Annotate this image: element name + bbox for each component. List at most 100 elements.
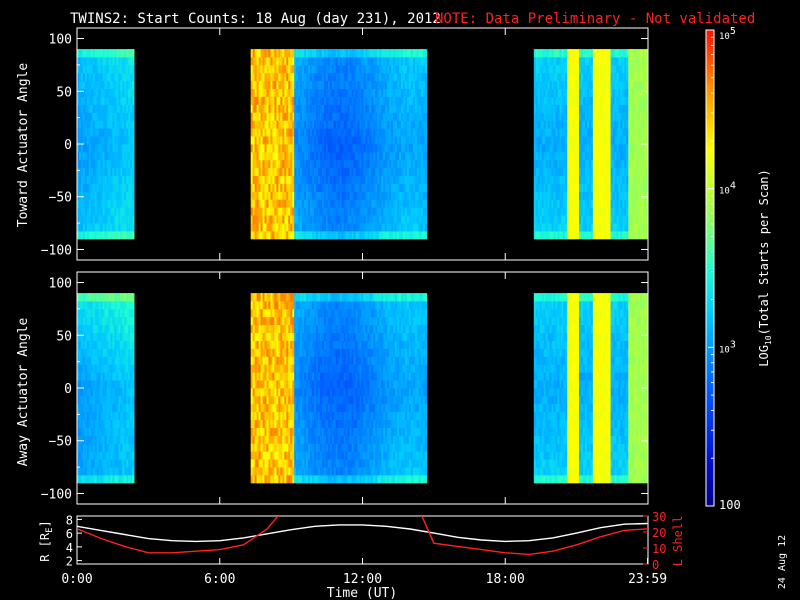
away-heatmap-cell [130,388,133,397]
toward-heatmap-cell [108,64,111,74]
toward-heatmap-cell [361,128,364,137]
toward-heatmap-cell [296,144,299,153]
toward-heatmap-cell [321,80,325,90]
away-heatmap-cell [106,380,109,389]
toward-heatmap-cell [383,104,386,113]
toward-heatmap-cell [573,191,576,200]
toward-heatmap-cell [401,159,404,169]
toward-heatmap-cell [100,223,103,232]
toward-heatmap-cell [355,49,358,58]
toward-heatmap-cell [371,151,374,161]
toward-heatmap-cell [424,120,428,129]
away-heatmap-cell [96,427,100,436]
toward-heatmap-cell [547,88,550,97]
toward-heatmap-cell [404,88,408,97]
toward-heatmap-cell [357,175,360,184]
toward-heatmap-cell [315,49,319,58]
away-heatmap-cell [120,411,123,421]
away-heatmap-cell [84,340,88,349]
toward-heatmap-cell [602,72,606,82]
toward-heatmap-cell [563,49,566,58]
toward-heatmap-cell [126,104,129,113]
toward-heatmap-cell [327,88,331,97]
toward-heatmap-cell [391,151,394,161]
toward-heatmap-cell [86,96,90,105]
toward-heatmap-cell [630,159,633,169]
toward-heatmap-cell [300,159,303,169]
toward-heatmap-cell [122,175,125,184]
toward-heatmap-cell [371,159,374,169]
away-heatmap-cell [122,308,125,318]
toward-heatmap-cell [565,136,568,145]
toward-heatmap-cell [620,223,623,232]
toward-heatmap-cell [408,151,412,161]
toward-heatmap-cell [616,199,619,208]
toward-heatmap-cell [592,88,596,97]
toward-heatmap-cell [98,88,102,97]
toward-heatmap-cell [262,144,265,153]
away-heatmap-cell [90,451,94,460]
toward-heatmap-cell [306,159,309,169]
toward-heatmap-cell [321,88,325,97]
toward-heatmap-cell [126,57,129,66]
toward-heatmap-cell [543,88,547,97]
toward-heatmap-cell [385,144,388,153]
toward-heatmap-cell [260,80,263,90]
toward-heatmap-cell [278,80,281,90]
toward-heatmap-cell [268,136,271,145]
toward-heatmap-cell [310,72,313,82]
toward-heatmap-cell [312,167,315,177]
toward-heatmap-cell [638,223,641,232]
toward-heatmap-cell [420,144,424,153]
toward-heatmap-cell [422,223,426,232]
toward-heatmap-cell [406,159,410,169]
toward-heatmap-cell [414,57,418,66]
toward-heatmap-cell [284,88,287,97]
toward-heatmap-cell [270,215,273,224]
toward-heatmap-cell [343,191,347,200]
away-heatmap-cell [122,435,125,444]
toward-heatmap-cell [347,128,350,137]
toward-heatmap-cell [533,72,537,82]
toward-heatmap-cell [399,175,402,184]
toward-heatmap-cell [98,191,102,200]
toward-heatmap-cell [600,120,604,129]
away-heatmap-cell [250,435,254,444]
toward-heatmap-cell [296,159,299,169]
toward-heatmap-cell [602,144,606,153]
toward-heatmap-cell [88,231,92,240]
away-heatmap-cell [86,372,90,381]
toward-heatmap-cell [256,159,259,169]
toward-heatmap-cell [308,80,311,90]
toward-heatmap-cell [296,112,299,121]
away-heatmap-cell [108,435,111,444]
toward-heatmap-cell [78,207,82,216]
toward-heatmap-cell [644,57,647,66]
toward-heatmap-cell [549,183,552,192]
toward-heatmap-cell [541,80,545,90]
toward-heatmap-cell [128,112,131,121]
toward-heatmap-cell [418,96,422,105]
away-heatmap-cell [252,419,256,428]
toward-heatmap-cell [262,159,265,169]
toward-heatmap-cell [642,112,645,121]
toward-heatmap-cell [541,64,545,74]
toward-heatmap-cell [80,183,84,192]
toward-heatmap-cell [276,231,279,240]
toward-heatmap-cell [98,223,102,232]
toward-heatmap-cell [545,199,548,208]
toward-heatmap-cell [569,144,572,153]
toward-heatmap-cell [308,215,311,224]
away-heatmap-cell [130,308,133,318]
toward-heatmap-cell [555,199,558,208]
away-heatmap-cell [84,403,88,413]
toward-heatmap-cell [377,223,380,232]
toward-heatmap-cell [573,199,576,208]
toward-heatmap-cell [106,96,109,105]
toward-heatmap-cell [535,57,539,66]
toward-heatmap-cell [551,159,554,169]
toward-heatmap-cell [120,112,123,121]
toward-heatmap-cell [636,136,639,145]
away-heatmap-cell [98,403,102,413]
toward-heatmap-cell [335,72,339,82]
